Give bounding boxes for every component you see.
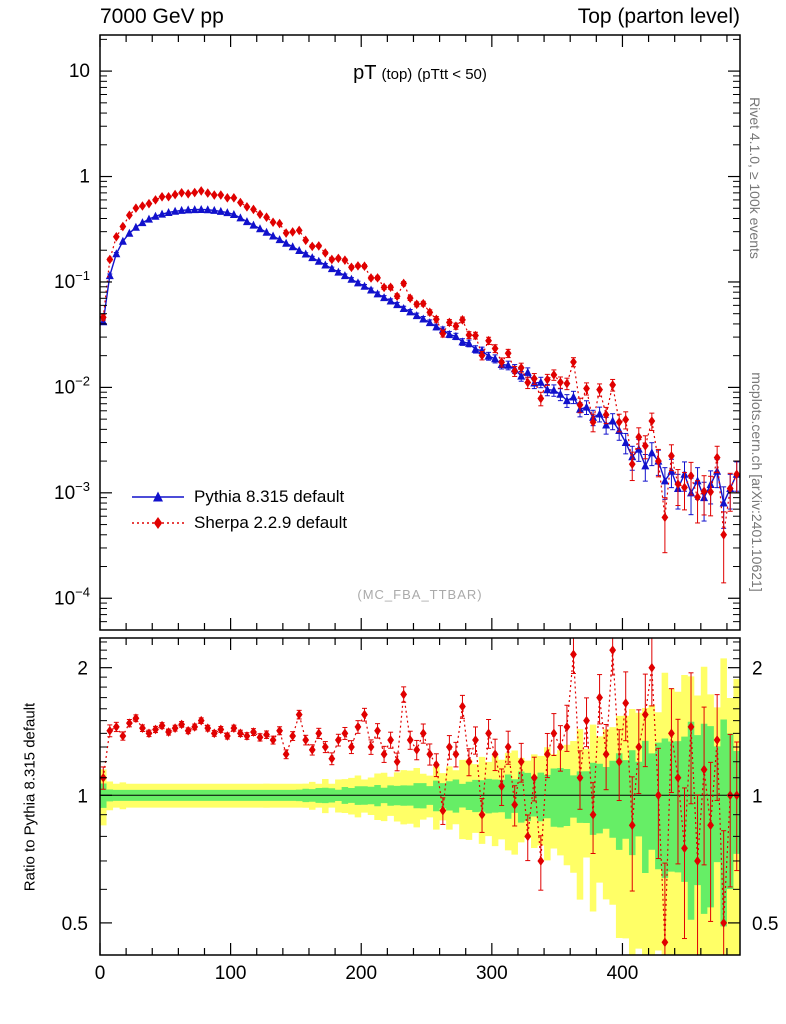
legend-label-sherpa: Sherpa 2.2.9 default: [194, 513, 348, 532]
svg-text:10−4: 10−4: [54, 584, 90, 609]
svg-text:1: 1: [77, 786, 88, 807]
svg-text:1: 1: [752, 786, 763, 807]
legend-label-pythia: Pythia 8.315 default: [194, 487, 345, 506]
svg-text:200: 200: [345, 963, 377, 984]
svg-text:1: 1: [79, 167, 90, 188]
legend-row-pythia: Pythia 8.315 default: [130, 484, 347, 510]
svg-text:2: 2: [752, 659, 763, 680]
svg-text:0: 0: [95, 963, 106, 984]
plot-title: pT (top) (pTtt < 50): [353, 62, 487, 85]
svg-text:0.5: 0.5: [752, 914, 778, 935]
svg-text:300: 300: [476, 963, 508, 984]
svg-text:400: 400: [607, 963, 639, 984]
ratio-axis-label: Ratio to Pythia 8.315 default: [21, 702, 39, 892]
plot-title-cut: (pTtt < 50): [417, 66, 487, 83]
svg-text:0.5: 0.5: [62, 914, 88, 935]
sherpa-marker-icon: [130, 515, 186, 531]
process-label: Top (parton level): [577, 5, 740, 28]
svg-text:2: 2: [77, 659, 88, 680]
svg-text:10−1: 10−1: [54, 268, 90, 293]
beam-energy-label: 7000 GeV pp: [100, 5, 224, 28]
legend-row-sherpa: Sherpa 2.2.9 default: [130, 510, 347, 536]
pythia-marker-icon: [130, 489, 186, 505]
plot-title-object: (top): [381, 66, 413, 83]
rivet-version-label: Rivet 4.1.0, ≥ 100k events: [747, 97, 763, 259]
svg-text:10: 10: [69, 61, 90, 82]
plot-title-observable: pT: [353, 62, 377, 84]
legend: Pythia 8.315 default Sherpa 2.2.9 defaul…: [130, 484, 347, 536]
svg-text:10−2: 10−2: [54, 373, 90, 398]
analysis-watermark: (MC_FBA_TTBAR): [357, 587, 483, 602]
svg-text:100: 100: [215, 963, 247, 984]
mcplots-credit-label: mcplots.cern.ch [arXiv:2401.10621]: [749, 372, 765, 592]
svg-text:10−3: 10−3: [54, 479, 90, 504]
